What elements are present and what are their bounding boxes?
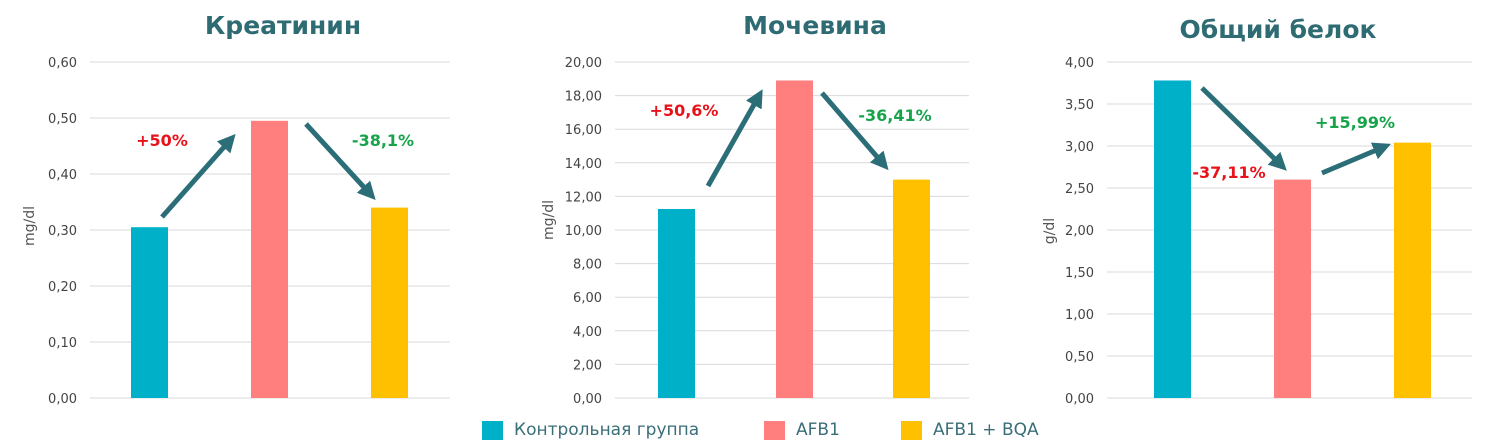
change-label: -37,11% <box>1192 163 1265 182</box>
y-tick-label: 0,00 <box>48 392 77 407</box>
y-tick-label: 0,40 <box>48 168 77 183</box>
change-arrow <box>820 91 889 171</box>
change-arrow <box>160 133 236 219</box>
y-axis-label: mg/dl <box>541 200 557 240</box>
y-tick-label: 18,00 <box>565 90 602 105</box>
bar <box>371 207 408 398</box>
chart-panel: Общий белок 0,00 0,50 1,00 1,50 2,00 2,50 3,00 3… <box>1042 15 1472 407</box>
y-tick-label: 20,00 <box>565 56 602 71</box>
legend-label-afb1-bqa: AFB1 + BQA <box>933 420 1039 440</box>
y-tick-label: 14,00 <box>565 157 602 172</box>
change-arrow <box>304 122 376 200</box>
change-label: +50% <box>136 131 188 150</box>
legend-item-afb1: AFB1 <box>764 420 840 440</box>
bar <box>658 209 695 398</box>
y-tick-label: 12,00 <box>565 190 602 205</box>
bar <box>893 179 930 398</box>
change-label: -38,1% <box>352 131 414 150</box>
chart-panel: Мочевина 0,00 2,00 4,00 6,00 8,00 10,00 12,00 14… <box>541 11 969 407</box>
chart-title: Общий белок <box>1180 15 1377 44</box>
change-label: -36,41% <box>858 106 931 125</box>
y-tick-label: 4,00 <box>573 325 602 340</box>
change-arrow <box>705 89 763 188</box>
change-arrow <box>1321 142 1391 176</box>
y-tick-label: 8,00 <box>573 258 602 273</box>
legend-label-control: Контрольная группа <box>514 420 700 440</box>
y-tick-label: 0,00 <box>1065 392 1094 407</box>
legend-item-afb1-bqa: AFB1 + BQA <box>901 420 1039 440</box>
y-tick-label: 6,00 <box>573 291 602 306</box>
y-tick-label: 0,50 <box>48 112 77 127</box>
y-tick-label: 3,50 <box>1065 98 1094 113</box>
bar <box>251 120 288 399</box>
chart-title: Креатинин <box>205 11 361 40</box>
y-tick-label: 0,20 <box>48 280 77 295</box>
y-tick-label: 3,00 <box>1065 140 1094 155</box>
legend-label-afb1: AFB1 <box>796 420 840 440</box>
y-tick-label: 2,00 <box>573 358 602 373</box>
change-label: +50,6% <box>650 101 719 120</box>
y-tick-label: 0,00 <box>573 392 602 407</box>
y-tick-label: 10,00 <box>565 224 602 239</box>
legend: Контрольная группа AFB1 AFB1 + BQA <box>0 420 1485 444</box>
y-tick-label: 0,50 <box>1065 350 1094 365</box>
change-label: +15,99% <box>1315 113 1395 132</box>
y-tick-label: 0,10 <box>48 336 77 351</box>
bar <box>1154 80 1191 398</box>
legend-swatch-control <box>482 420 503 440</box>
y-tick-label: 2,50 <box>1065 182 1094 197</box>
bar <box>776 80 813 398</box>
y-axis-label: mg/dl <box>22 206 38 246</box>
y-tick-label: 0,30 <box>48 224 77 239</box>
y-tick-label: 1,50 <box>1065 266 1094 281</box>
legend-item-control: Контрольная группа <box>482 420 699 440</box>
change-arrow <box>1200 86 1287 171</box>
bar <box>1394 142 1431 398</box>
legend-swatch-afb1-bqa <box>901 420 922 440</box>
y-axis-label: g/dl <box>1042 218 1058 244</box>
y-tick-label: 2,00 <box>1065 224 1094 239</box>
bar <box>131 227 168 398</box>
chart-panel: Креатинин 0,00 0,10 0,20 0,30 0,40 0,50 0,60 mg/… <box>22 11 450 407</box>
chart-title: Мочевина <box>743 11 887 40</box>
y-tick-label: 16,00 <box>565 123 602 138</box>
legend-swatch-afb1 <box>764 420 785 440</box>
y-tick-label: 1,00 <box>1065 308 1094 323</box>
bar <box>1274 179 1311 398</box>
y-tick-label: 4,00 <box>1065 56 1094 71</box>
y-tick-label: 0,60 <box>48 56 77 71</box>
